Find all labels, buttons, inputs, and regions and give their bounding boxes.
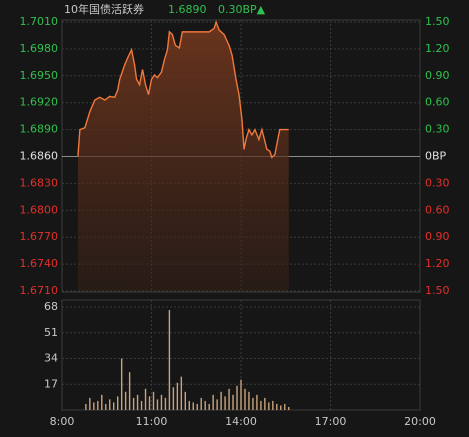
x-tick-label: 17:00 [315, 415, 347, 428]
volume-bar [144, 388, 147, 410]
x-tick-label: 11:00 [136, 415, 168, 428]
volume-bar [105, 403, 107, 410]
volume-bar [160, 394, 163, 410]
volume-bar [208, 403, 210, 410]
y2-tick-label: 0.90 [425, 230, 450, 243]
volume-bar [232, 394, 234, 410]
y2-tick-label: 0BP [425, 150, 447, 163]
y-tick-label: 1.6800 [20, 203, 59, 216]
y-tick-label: 68 [44, 300, 58, 313]
volume-bar [244, 388, 246, 410]
volume-bar [240, 379, 242, 410]
y2-tick-label: 0.30 [425, 123, 450, 136]
volume-bar [264, 397, 266, 410]
volume-bar [276, 403, 278, 410]
y-tick-label: 1.6770 [20, 230, 59, 243]
volume-bar [228, 388, 230, 410]
y2-tick-label: 1.50 [425, 284, 450, 297]
volume-bar [89, 397, 91, 410]
y-tick-label: 1.6920 [20, 96, 59, 109]
y-tick-label: 1.6860 [20, 150, 59, 163]
x-tick-label: 8:00 [50, 415, 75, 428]
volume-bar [248, 391, 250, 410]
volume-bar [116, 396, 119, 410]
volume-bar [204, 400, 206, 410]
volume-bar [212, 394, 214, 410]
y2-tick-label: 0.60 [425, 203, 450, 216]
y-tick-label: 1.6890 [20, 123, 59, 136]
volume-bar [260, 400, 262, 410]
y2-tick-label: 0.60 [425, 96, 450, 109]
volume-bar [200, 397, 202, 410]
price-line [77, 19, 289, 159]
volume-bar [272, 400, 274, 410]
y-tick-label: 1.7010 [20, 15, 59, 28]
instrument-title: 10年国债活跃券 [64, 2, 144, 16]
volume-bar [192, 402, 194, 410]
y-tick-label: 51 [44, 326, 58, 339]
y-tick-label: 1.6950 [20, 69, 59, 82]
x-tick-label: 20:00 [404, 415, 436, 428]
volume-bar [236, 385, 238, 410]
volume-bar [148, 396, 151, 410]
last-price: 1.6890 [168, 3, 207, 16]
volume-bar [85, 403, 87, 410]
y2-tick-label: 1.20 [425, 42, 450, 55]
y2-tick-label: 0.90 [425, 69, 450, 82]
volume-bar [113, 402, 115, 410]
volume-bar [124, 391, 127, 410]
volume-bar [101, 394, 103, 410]
y-tick-label: 1.6980 [20, 42, 59, 55]
volume-bar [109, 399, 111, 410]
volume-bar [188, 400, 190, 410]
area-fill [77, 22, 289, 291]
y2-tick-label: 0.30 [425, 176, 450, 189]
volume-bar [136, 394, 139, 410]
volume-bar [224, 396, 226, 410]
volume-bar [93, 402, 95, 410]
volume-bar [176, 382, 179, 410]
y-tick-label: 17 [44, 377, 58, 390]
y2-tick-label: 1.20 [425, 257, 450, 270]
volume-bar [97, 400, 99, 410]
volume-bar [156, 399, 159, 410]
volume-bar [128, 372, 131, 410]
volume-bar [280, 405, 282, 410]
volume-bar [168, 310, 171, 410]
volume-bar [184, 391, 187, 410]
price-change: 0.30BP▲ [218, 3, 266, 16]
volume-bar [256, 394, 258, 410]
volume-bar [172, 387, 175, 410]
x-tick-label: 14:00 [225, 415, 257, 428]
volume-bar [220, 391, 222, 410]
volume-bar [152, 391, 155, 410]
y-tick-label: 1.6710 [20, 284, 59, 297]
volume-bar [164, 397, 167, 410]
y2-tick-label: 1.50 [425, 15, 450, 28]
y-tick-label: 1.6830 [20, 176, 59, 189]
volume-bar [132, 397, 135, 410]
volume-bar [120, 358, 123, 410]
volume-bar [252, 397, 254, 410]
volume-bar [284, 403, 286, 410]
volume-bar [196, 403, 198, 410]
volume-bar [268, 402, 270, 410]
y-tick-label: 34 [44, 352, 58, 365]
volume-bar [288, 406, 290, 410]
volume-bar [216, 399, 218, 410]
volume-bar [180, 376, 183, 410]
y-tick-label: 1.6740 [20, 257, 59, 270]
volume-bar [140, 400, 143, 410]
